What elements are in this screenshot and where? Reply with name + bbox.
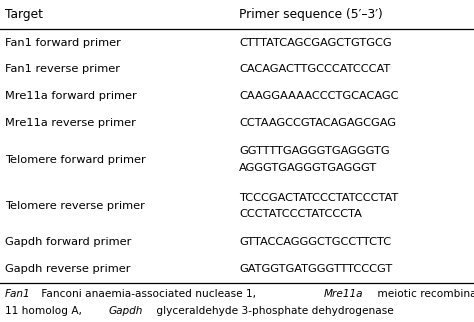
Text: CTTTATCAGCGAGCTGTGCG: CTTTATCAGCGAGCTGTGCG	[239, 38, 392, 48]
Text: Mre11a reverse primer: Mre11a reverse primer	[5, 118, 136, 128]
Text: CAAGGAAAACCCTGCACAGC: CAAGGAAAACCCTGCACAGC	[239, 91, 399, 101]
Text: GATGGTGATGGGTTTCCCGT: GATGGTGATGGGTTTCCCGT	[239, 264, 392, 274]
Text: Mre11a forward primer: Mre11a forward primer	[5, 91, 137, 101]
Text: 11 homolog A,: 11 homolog A,	[5, 306, 85, 316]
Text: Telomere reverse primer: Telomere reverse primer	[5, 201, 145, 211]
Text: Target: Target	[5, 8, 43, 21]
Text: Gapdh forward primer: Gapdh forward primer	[5, 237, 131, 247]
Text: Gapdh reverse primer: Gapdh reverse primer	[5, 264, 130, 274]
Text: CCTAAGCCGTACAGAGCGAG: CCTAAGCCGTACAGAGCGAG	[239, 118, 396, 128]
Text: glyceraldehyde 3-phosphate dehydrogenase: glyceraldehyde 3-phosphate dehydrogenase	[153, 306, 393, 316]
Text: Primer sequence (5′–3′): Primer sequence (5′–3′)	[239, 8, 383, 21]
Text: GGTTTTGAGGGTGAGGGTG: GGTTTTGAGGGTGAGGGTG	[239, 147, 390, 156]
Text: GTTACCAGGGCTGCCTTCTC: GTTACCAGGGCTGCCTTCTC	[239, 237, 392, 247]
Text: meiotic recombination: meiotic recombination	[374, 289, 474, 298]
Text: Fan1 reverse primer: Fan1 reverse primer	[5, 64, 120, 74]
Text: AGGGTGAGGGTGAGGGT: AGGGTGAGGGTGAGGGT	[239, 163, 378, 173]
Text: Mre11a: Mre11a	[323, 289, 363, 298]
Text: Fan1: Fan1	[5, 289, 30, 298]
Text: Fan1 forward primer: Fan1 forward primer	[5, 38, 120, 48]
Text: Telomere forward primer: Telomere forward primer	[5, 155, 146, 165]
Text: CACAGACTTGCCCATCCCAT: CACAGACTTGCCCATCCCAT	[239, 64, 391, 74]
Text: TCCCGACTATCCCTATCCCTAT: TCCCGACTATCCCTATCCCTAT	[239, 193, 399, 203]
Text: CCCTATCCCTATCCCTA: CCCTATCCCTATCCCTA	[239, 209, 362, 219]
Text: Fanconi anaemia-associated nuclease 1,: Fanconi anaemia-associated nuclease 1,	[38, 289, 259, 298]
Text: Gapdh: Gapdh	[108, 306, 143, 316]
